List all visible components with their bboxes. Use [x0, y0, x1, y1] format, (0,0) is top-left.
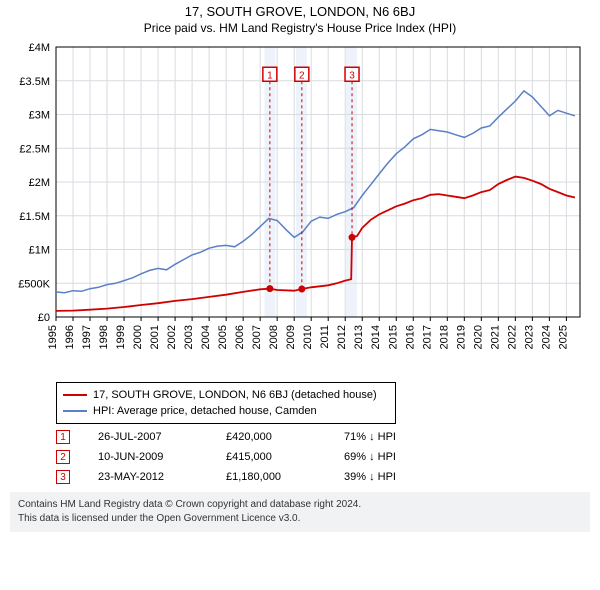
chart-title: 17, SOUTH GROVE, LONDON, N6 6BJ: [0, 4, 600, 19]
sale-row: 3 23-MAY-2012 £1,180,000 39% ↓ HPI: [56, 470, 590, 484]
x-tick-label: 2001: [149, 325, 161, 349]
legend-swatch: [63, 394, 87, 396]
sale-price: £1,180,000: [226, 471, 316, 483]
x-tick-label: 1996: [64, 325, 76, 349]
x-tick-label: 2020: [472, 325, 484, 349]
sale-marker-number: 1: [267, 70, 273, 81]
x-tick-label: 2023: [523, 325, 535, 349]
x-tick-label: 2021: [489, 325, 501, 349]
x-tick-label: 2022: [506, 325, 518, 349]
y-tick-label: £2.5M: [19, 143, 50, 155]
y-tick-label: £1M: [29, 245, 50, 257]
y-tick-label: £0: [38, 312, 50, 324]
sale-marker-dot: [266, 285, 273, 292]
x-tick-label: 2008: [268, 325, 280, 349]
x-tick-label: 2009: [285, 325, 297, 349]
x-tick-label: 1995: [47, 325, 59, 349]
legend-label: 17, SOUTH GROVE, LONDON, N6 6BJ (detache…: [93, 387, 377, 403]
x-tick-label: 2015: [387, 325, 399, 349]
x-tick-label: 2024: [540, 325, 552, 349]
x-tick-label: 2016: [404, 325, 416, 349]
sale-row-marker: 3: [56, 470, 70, 484]
x-tick-label: 2000: [132, 325, 144, 349]
x-tick-label: 1997: [81, 325, 93, 349]
chart-area: £0 £500K £1M £1.5M £2M £2.5M £3M £3.5M £4M 1995 19…: [10, 41, 590, 376]
y-tick-label: £4M: [29, 42, 50, 54]
sale-marker-dot: [349, 234, 356, 241]
x-tick-label: 2007: [251, 325, 263, 349]
x-tick-label: 2004: [200, 325, 212, 349]
sale-row: 1 26-JUL-2007 £420,000 71% ↓ HPI: [56, 430, 590, 444]
sale-row: 2 10-JUN-2009 £415,000 69% ↓ HPI: [56, 450, 590, 464]
x-tick-label: 1998: [98, 325, 110, 349]
sale-marker-number: 3: [349, 70, 355, 81]
y-tick-label: £1.5M: [19, 211, 50, 223]
sale-vs-hpi: 71% ↓ HPI: [344, 431, 434, 443]
x-tick-label: 2025: [557, 325, 569, 349]
chart-subtitle: Price paid vs. HM Land Registry's House …: [0, 21, 600, 35]
sale-marker-number: 2: [299, 70, 305, 81]
sale-date: 10-JUN-2009: [98, 451, 198, 463]
sale-vs-hpi: 39% ↓ HPI: [344, 471, 434, 483]
legend-swatch: [63, 410, 87, 412]
sale-date: 26-JUL-2007: [98, 431, 198, 443]
legend-label: HPI: Average price, detached house, Camd…: [93, 403, 317, 419]
x-tick-label: 2005: [217, 325, 229, 349]
legend: 17, SOUTH GROVE, LONDON, N6 6BJ (detache…: [56, 382, 396, 424]
chart-svg: £0 £500K £1M £1.5M £2M £2.5M £3M £3.5M £4M 1995 19…: [10, 41, 590, 371]
sale-vs-hpi: 69% ↓ HPI: [344, 451, 434, 463]
x-tick-label: 2019: [455, 325, 467, 349]
sale-date: 23-MAY-2012: [98, 471, 198, 483]
footer-line-2: This data is licensed under the Open Gov…: [18, 512, 582, 526]
x-tick-label: 2006: [234, 325, 246, 349]
footer-attribution: Contains HM Land Registry data © Crown c…: [10, 492, 590, 532]
y-tick-label: £3M: [29, 110, 50, 122]
x-tick-label: 2002: [166, 325, 178, 349]
sale-row-marker: 1: [56, 430, 70, 444]
y-tick-label: £2M: [29, 177, 50, 189]
x-tick-label: 2018: [438, 325, 450, 349]
sale-row-marker: 2: [56, 450, 70, 464]
sale-price: £420,000: [226, 431, 316, 443]
x-tick-label: 2010: [302, 325, 314, 349]
sales-table: 1 26-JUL-2007 £420,000 71% ↓ HPI 2 10-JUN-200…: [56, 430, 590, 484]
x-tick-label: 2003: [183, 325, 195, 349]
sale-marker-dot: [298, 285, 305, 292]
y-tick-label: £500K: [18, 278, 50, 290]
legend-item: HPI: Average price, detached house, Camd…: [63, 403, 389, 419]
x-tick-label: 2014: [370, 325, 382, 349]
x-tick-label: 2017: [421, 325, 433, 349]
x-tick-label: 2013: [353, 325, 365, 349]
sale-price: £415,000: [226, 451, 316, 463]
x-tick-label: 1999: [115, 325, 127, 349]
x-tick-label: 2012: [336, 325, 348, 349]
y-tick-label: £3.5M: [19, 76, 50, 88]
chart-titles: 17, SOUTH GROVE, LONDON, N6 6BJ Price pa…: [0, 0, 600, 37]
footer-line-1: Contains HM Land Registry data © Crown c…: [18, 498, 582, 512]
x-tick-label: 2011: [319, 325, 331, 349]
legend-item: 17, SOUTH GROVE, LONDON, N6 6BJ (detache…: [63, 387, 389, 403]
